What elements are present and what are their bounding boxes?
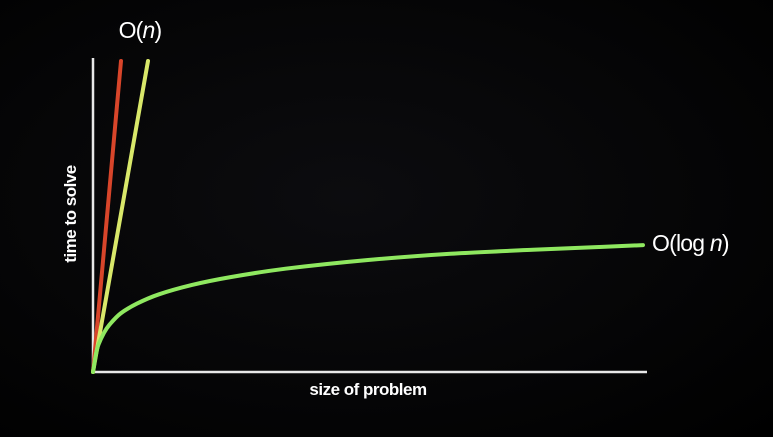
series-label-o-n-prefix: O( bbox=[119, 17, 144, 43]
series-label-o-log-n-suffix: ) bbox=[722, 230, 729, 256]
series-label-o-n-suffix: ) bbox=[155, 17, 162, 43]
series-line-steep bbox=[91, 59, 123, 374]
series-line-o-log-n bbox=[91, 243, 645, 374]
series-label-o-log-n: O(log n) bbox=[652, 230, 729, 256]
series-line-o-n bbox=[91, 59, 150, 374]
series-label-o-n: O(n) bbox=[119, 17, 162, 43]
series-label-o-n-variable: n bbox=[143, 17, 155, 43]
series-label-o-log-n-prefix: O(log bbox=[652, 230, 710, 256]
x-axis-label: size of problem bbox=[309, 380, 427, 399]
series-layer bbox=[91, 59, 645, 374]
series-label-o-log-n-variable: n bbox=[710, 230, 722, 256]
y-axis-label: time to solve bbox=[61, 165, 80, 262]
